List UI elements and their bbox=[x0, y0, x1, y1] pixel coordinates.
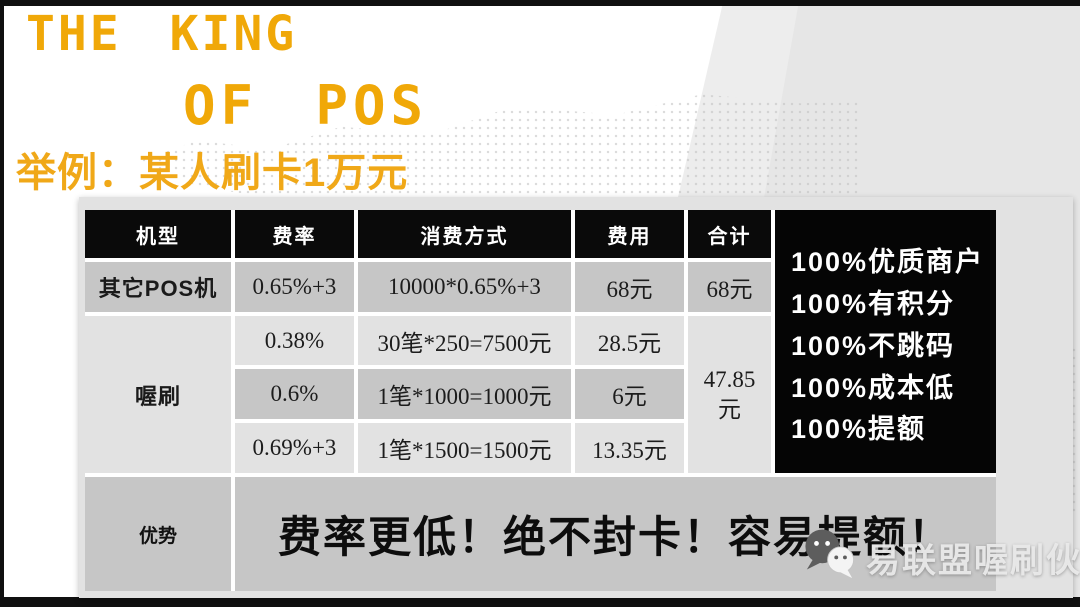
woshua-rate-cell-3: 0.69%+3 bbox=[235, 423, 354, 473]
frame-top-bar bbox=[0, 0, 1080, 6]
other-pos-method-cell: 10000*0.65%+3 bbox=[358, 262, 571, 312]
frame-left-bar bbox=[0, 0, 4, 607]
column-header-rate: 费率 bbox=[235, 210, 354, 258]
comparison-table: 机型 费率 消费方式 费用 合计 100%优质商户 100%有积分 100%不跳… bbox=[85, 210, 996, 591]
benefits-box: 100%优质商户 100%有积分 100%不跳码 100%成本低 100%提额 bbox=[775, 210, 996, 473]
woshua-total-value: 47.85元 bbox=[703, 366, 756, 422]
column-header-total: 合计 bbox=[688, 210, 771, 258]
column-header-fee: 费用 bbox=[575, 210, 684, 258]
benefit-item: 100%不跳码 bbox=[791, 330, 956, 361]
column-header-method: 消费方式 bbox=[358, 210, 571, 258]
frame-bottom-bar bbox=[0, 597, 1080, 607]
advantage-text-cell: 费率更低！绝不封卡！容易提额！ bbox=[235, 477, 996, 591]
woshua-fee-cell-1: 28.5元 bbox=[575, 316, 684, 365]
woshua-method-cell-3: 1笔*1500=1500元 bbox=[358, 423, 571, 473]
woshua-method-cell-2: 1笔*1000=1000元 bbox=[358, 369, 571, 419]
other-pos-model-cell: 其它POS机 bbox=[85, 262, 231, 312]
other-pos-total-cell: 68元 bbox=[688, 262, 771, 312]
watermark-text: 易联盟喔刷伙伴 bbox=[866, 542, 1080, 580]
other-pos-fee-cell: 68元 bbox=[575, 262, 684, 312]
benefit-item: 100%成本低 bbox=[791, 372, 956, 403]
benefit-item: 100%提额 bbox=[791, 414, 927, 445]
advantage-label-cell: 优势 bbox=[85, 477, 231, 591]
watermark: 易联盟喔刷伙伴 bbox=[800, 528, 1080, 587]
page-title-line2: OF POS bbox=[183, 74, 429, 137]
woshua-fee-cell-3: 13.35元 bbox=[575, 423, 684, 473]
woshua-rate-cell-1: 0.38% bbox=[235, 316, 354, 365]
benefit-item: 100%有积分 bbox=[791, 288, 956, 319]
page-title-line1: THE KING bbox=[26, 6, 298, 62]
benefit-item: 100%优质商户 bbox=[791, 247, 985, 277]
woshua-model-cell: 喔刷 bbox=[85, 316, 231, 473]
woshua-method-cell-1: 30笔*250=7500元 bbox=[358, 316, 571, 365]
woshua-rate-cell-2: 0.6% bbox=[235, 369, 354, 419]
example-subtitle: 举例：某人刷卡1万元 bbox=[16, 151, 409, 195]
column-header-model: 机型 bbox=[85, 210, 231, 258]
other-pos-rate-cell: 0.65%+3 bbox=[235, 262, 354, 312]
woshua-fee-cell-2: 6元 bbox=[575, 369, 684, 419]
wechat-icon bbox=[800, 528, 860, 587]
woshua-total-cell: 47.85元 bbox=[688, 316, 771, 473]
